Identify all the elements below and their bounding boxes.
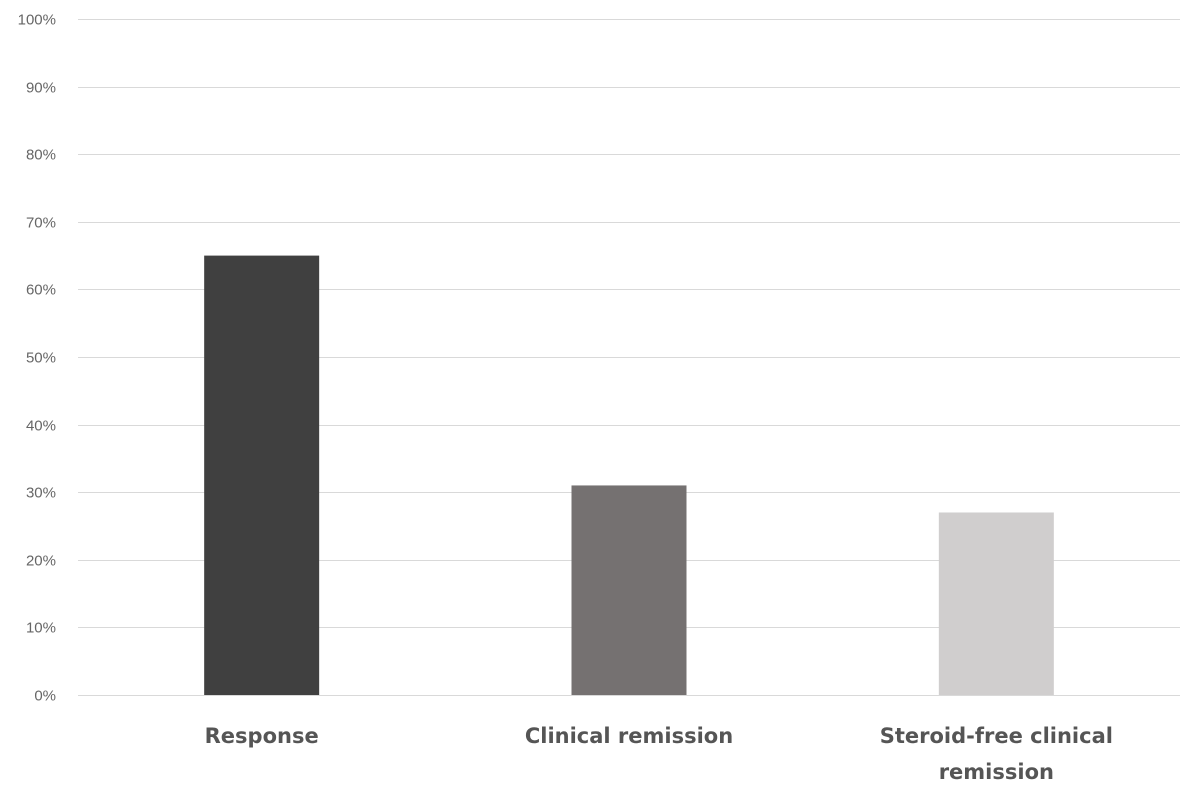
y-tick-label: 0% (34, 688, 56, 705)
bars (204, 255, 1054, 695)
y-tick-label: 100% (18, 12, 56, 29)
y-tick-label: 30% (26, 485, 56, 502)
y-tick-label: 10% (26, 620, 56, 637)
x-tick-label: Clinical remission (525, 724, 733, 748)
x-tick-label: remission (939, 760, 1054, 784)
y-tick-label: 50% (26, 350, 56, 367)
y-axis-ticks: 0% 10% 20% 30% 40% 50% 60% 70% 80% 90% 100% (18, 12, 56, 705)
y-tick-label: 90% (26, 80, 56, 97)
x-axis-labels: Response Clinical remission Steroid-free c… (205, 724, 1113, 784)
bar (938, 512, 1054, 695)
bar (571, 485, 687, 695)
y-tick-label: 80% (26, 147, 56, 164)
y-tick-label: 60% (26, 282, 56, 299)
x-tick-label: Response (205, 724, 319, 748)
x-tick-label: Steroid-free clinical (880, 724, 1113, 748)
bar (204, 255, 320, 695)
y-tick-label: 70% (26, 215, 56, 232)
y-tick-label: 40% (26, 418, 56, 435)
y-tick-label: 20% (26, 553, 56, 570)
